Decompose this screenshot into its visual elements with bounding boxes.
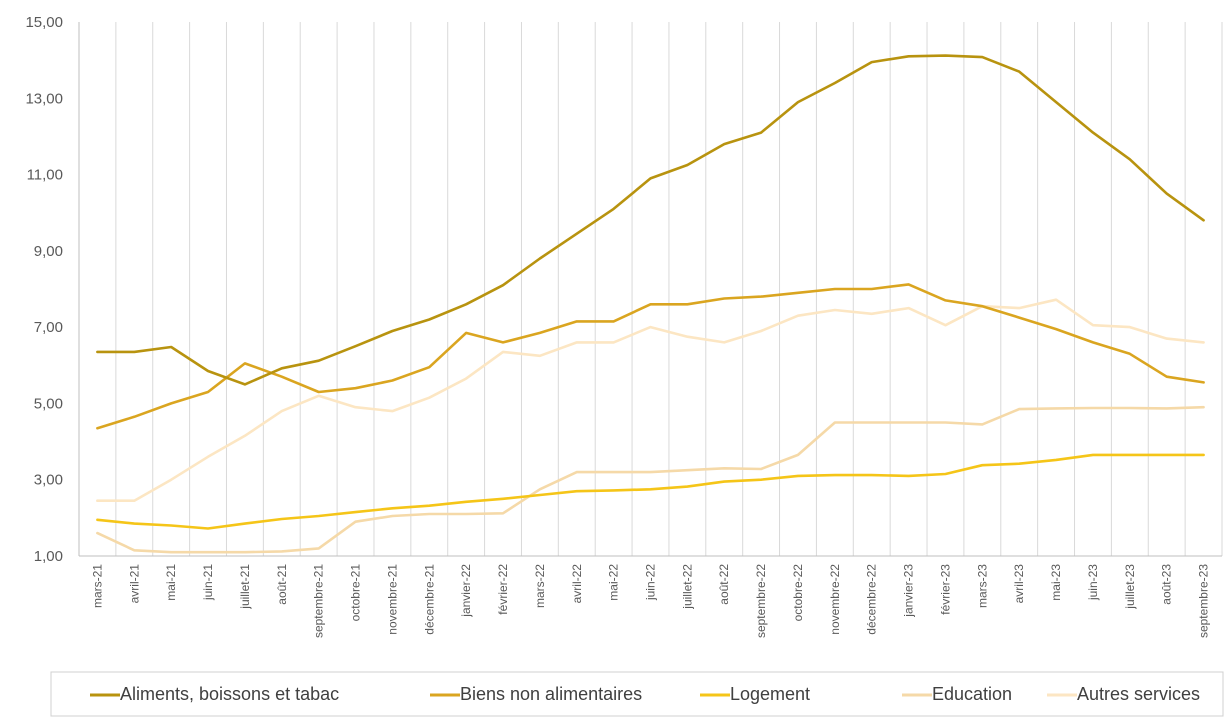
x-tick-label: août-23: [1160, 564, 1174, 605]
x-tick-label: janvier-22: [459, 564, 473, 618]
x-tick-label: juin-21: [201, 564, 215, 601]
x-tick-label: avril-23: [1012, 564, 1026, 604]
legend-label: Autres services: [1077, 684, 1200, 704]
y-tick-label: 11,00: [27, 167, 63, 184]
series-line-1: [96, 283, 1205, 430]
x-tick-label: mars-22: [533, 564, 547, 608]
x-tick-label: mars-21: [90, 564, 104, 608]
x-tick-label: février-23: [938, 564, 952, 615]
x-tick-label: octobre-22: [791, 564, 805, 622]
legend: Aliments, boissons et tabac Biens non ali…: [50, 671, 1224, 717]
y-tick-label: 15,00: [25, 14, 63, 31]
series-lines: [96, 54, 1205, 554]
series-line-0: [96, 54, 1205, 386]
series-line-2: [96, 453, 1205, 530]
y-tick-label: 9,00: [34, 243, 63, 260]
x-tick-label: juin-22: [644, 564, 658, 601]
x-tick-label: janvier-23: [902, 564, 916, 618]
x-tick-label: mai-21: [164, 564, 178, 601]
x-tick-label: septembre-23: [1197, 564, 1211, 638]
y-tick-label: 1,00: [34, 548, 63, 565]
x-tick-label: juillet-23: [1123, 564, 1137, 610]
legend-label: Biens non alimentaires: [460, 684, 642, 704]
y-tick-label: 13,00: [25, 90, 63, 107]
x-tick-label: février-22: [496, 564, 510, 615]
x-tick-label: juin-23: [1086, 564, 1100, 601]
x-axis-tick-labels: mars-21 avril-21 mai-21 juin-21 juillet-21 ao…: [90, 564, 1210, 638]
legend-box: [50, 671, 1224, 717]
y-tick-label: 7,00: [34, 319, 63, 336]
x-tick-label: juillet-21: [238, 564, 252, 610]
series-line-4: [96, 298, 1205, 503]
x-tick-label: octobre-21: [349, 564, 363, 622]
x-tick-label: avril-22: [570, 564, 584, 604]
x-tick-label: mai-22: [607, 564, 621, 601]
x-tick-label: novembre-21: [385, 564, 399, 635]
x-tick-label: août-21: [275, 564, 289, 605]
x-tick-label: novembre-22: [828, 564, 842, 635]
axes: [78, 22, 1222, 557]
legend-label: Aliments, boissons et tabac: [120, 684, 339, 704]
x-tick-label: septembre-22: [754, 564, 768, 638]
y-tick-label: 3,00: [34, 472, 63, 489]
x-tick-label: mai-23: [1049, 564, 1063, 601]
legend-label: Education: [932, 684, 1012, 704]
x-tick-label: avril-21: [127, 564, 141, 604]
x-tick-label: décembre-21: [422, 564, 436, 635]
x-tick-label: août-22: [717, 564, 731, 605]
x-tick-label: mars-23: [975, 564, 989, 608]
x-tick-label: septembre-21: [312, 564, 326, 638]
x-tick-label: juillet-22: [680, 564, 694, 610]
y-axis-tick-labels: 1,00 3,00 5,00 7,00 9,00 11,00 13,00 15,00: [25, 14, 63, 565]
y-tick-label: 5,00: [34, 395, 63, 412]
series-line-3: [96, 405, 1205, 554]
x-tick-label: décembre-22: [865, 564, 879, 635]
vertical-gridlines: [78, 22, 1223, 556]
legend-label: Logement: [730, 684, 810, 704]
